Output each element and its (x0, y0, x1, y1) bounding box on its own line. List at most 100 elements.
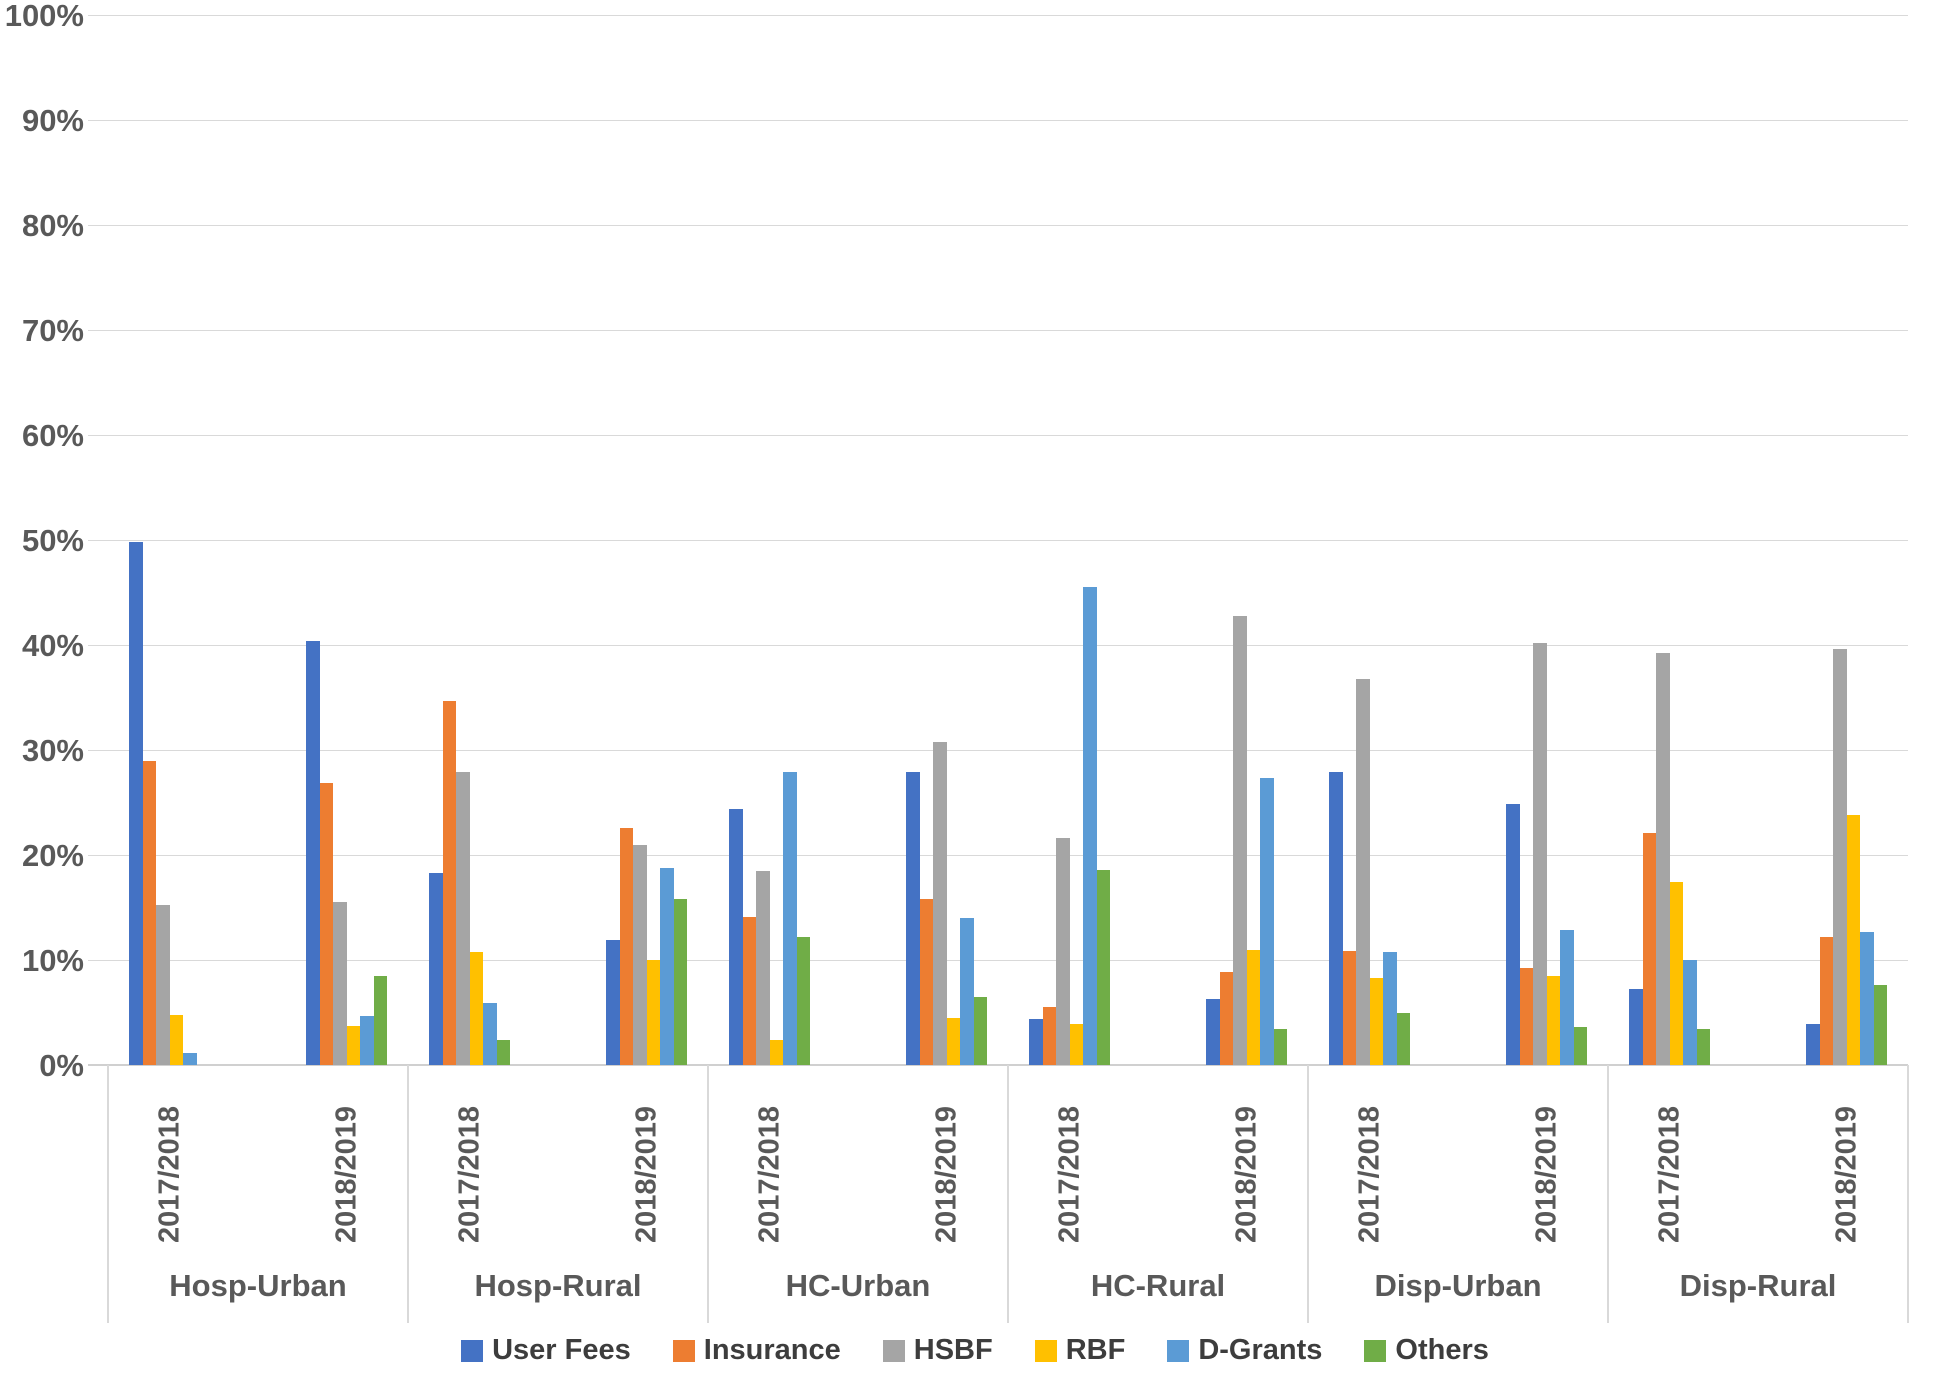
bar-HC-Urban-2017/2018-HSBF (756, 870, 770, 1065)
bar-Hosp-Urban-2017/2018-Insurance (142, 760, 156, 1065)
bar-HC-Urban-2017/2018-User Fees (729, 808, 743, 1065)
year-label: 2018/2019 (1530, 1105, 1562, 1244)
gridline (88, 120, 1908, 121)
gridline (88, 330, 1908, 331)
bar-HC-Rural-2017/2018-RBF (1069, 1024, 1083, 1065)
group-separator (1007, 1065, 1009, 1323)
y-tick-label: 0% (39, 1048, 84, 1083)
year-label: 2018/2019 (930, 1105, 962, 1244)
gridline (88, 645, 1908, 646)
bar-HC-Rural-2017/2018-D-Grants (1083, 587, 1097, 1065)
y-tick-label: 70% (21, 313, 84, 348)
bar-Hosp-Rural-2018/2019-Insurance (619, 827, 633, 1065)
gridline (88, 750, 1908, 751)
group-separator (107, 1065, 109, 1323)
legend-swatch-User Fees (461, 1339, 484, 1362)
x-axis-line (88, 1064, 1908, 1066)
bar-HC-Urban-2018/2019-User Fees (906, 772, 920, 1065)
bar-Hosp-Rural-2018/2019-HSBF (633, 844, 647, 1065)
bar-Disp-Rural-2018/2019-Others (1873, 985, 1887, 1065)
y-tick-label: 100% (4, 0, 84, 33)
bar-HC-Rural-2018/2019-Insurance (1219, 971, 1233, 1065)
bar-Hosp-Rural-2018/2019-RBF (646, 960, 660, 1065)
group-label: HC-Urban (785, 1268, 931, 1303)
group-label: Hosp-Rural (474, 1268, 642, 1303)
bar-HC-Urban-2018/2019-RBF (946, 1017, 960, 1065)
bar-Disp-Urban-2017/2018-HSBF (1356, 678, 1370, 1065)
legend-item-RBF: RBF (1034, 1334, 1126, 1367)
y-tick-label: 50% (21, 523, 84, 558)
bar-HC-Urban-2017/2018-Others (796, 936, 810, 1065)
bar-HC-Urban-2018/2019-HSBF (933, 741, 947, 1065)
bar-Disp-Urban-2017/2018-User Fees (1329, 772, 1343, 1065)
gridline (88, 435, 1908, 436)
bar-HC-Urban-2018/2019-D-Grants (960, 918, 974, 1065)
y-tick-label: 60% (21, 418, 84, 453)
gridline (88, 225, 1908, 226)
bar-HC-Rural-2017/2018-Insurance (1042, 1007, 1056, 1065)
legend-label: HSBF (913, 1334, 993, 1366)
bar-Disp-Urban-2018/2019-Others (1573, 1027, 1587, 1065)
bar-Hosp-Urban-2017/2018-D-Grants (183, 1053, 197, 1065)
year-label: 2017/2018 (153, 1105, 185, 1244)
bar-Disp-Urban-2017/2018-Others (1396, 1012, 1410, 1065)
legend-item-Others: Others (1364, 1334, 1489, 1367)
bar-Hosp-Urban-2018/2019-RBF (346, 1026, 360, 1065)
y-tick-label: 40% (21, 628, 84, 663)
group-separator (707, 1065, 709, 1323)
bar-Disp-Urban-2017/2018-Insurance (1342, 950, 1356, 1065)
legend-label: Insurance (703, 1334, 841, 1366)
year-label: 2018/2019 (330, 1105, 362, 1244)
bar-Disp-Rural-2017/2018-Insurance (1642, 832, 1656, 1065)
bar-Disp-Urban-2018/2019-D-Grants (1560, 929, 1574, 1065)
bar-Disp-Rural-2017/2018-HSBF (1656, 653, 1670, 1065)
year-label: 2017/2018 (453, 1105, 485, 1244)
group-label: Hosp-Urban (169, 1268, 347, 1303)
legend-swatch-HSBF (882, 1339, 905, 1362)
year-label: 2018/2019 (630, 1105, 662, 1244)
gridline (88, 960, 1908, 961)
bar-Disp-Urban-2017/2018-RBF (1369, 977, 1383, 1065)
group-separator (1607, 1065, 1609, 1323)
bar-Disp-Rural-2017/2018-RBF (1669, 882, 1683, 1065)
bar-HC-Rural-2018/2019-RBF (1246, 949, 1260, 1065)
bar-Hosp-Urban-2018/2019-User Fees (306, 640, 320, 1065)
bar-HC-Urban-2018/2019-Insurance (919, 899, 933, 1065)
bar-Hosp-Urban-2017/2018-User Fees (129, 542, 143, 1065)
y-tick-label: 80% (21, 208, 84, 243)
bar-Disp-Rural-2018/2019-D-Grants (1860, 931, 1874, 1065)
gridline (88, 540, 1908, 541)
legend-item-Insurance: Insurance (672, 1334, 841, 1367)
legend-swatch-RBF (1034, 1339, 1057, 1362)
bar-Disp-Urban-2018/2019-Insurance (1519, 968, 1533, 1065)
year-label: 2018/2019 (1230, 1105, 1262, 1244)
legend-item-D-Grants: D-Grants (1167, 1334, 1322, 1367)
legend-label: RBF (1065, 1334, 1126, 1366)
legend-swatch-Insurance (672, 1339, 695, 1362)
bar-HC-Rural-2017/2018-Others (1096, 869, 1110, 1065)
y-tick-label: 90% (21, 103, 84, 138)
bar-Hosp-Urban-2017/2018-HSBF (156, 905, 170, 1065)
bar-HC-Urban-2018/2019-Others (973, 996, 987, 1065)
bar-Disp-Rural-2018/2019-User Fees (1806, 1024, 1820, 1065)
bar-Disp-Rural-2017/2018-D-Grants (1683, 960, 1697, 1065)
year-label: 2017/2018 (1353, 1105, 1385, 1244)
bar-HC-Urban-2017/2018-Insurance (742, 916, 756, 1065)
bar-Hosp-Rural-2017/2018-User Fees (429, 872, 443, 1065)
legend-label: Others (1395, 1334, 1489, 1366)
legend-label: User Fees (492, 1334, 631, 1366)
year-label: 2018/2019 (1830, 1105, 1862, 1244)
bar-Disp-Rural-2017/2018-Others (1696, 1029, 1710, 1065)
bar-Hosp-Urban-2017/2018-RBF (169, 1014, 183, 1065)
y-tick-label: 30% (21, 733, 84, 768)
bar-HC-Urban-2017/2018-D-Grants (783, 772, 797, 1065)
bar-Disp-Rural-2018/2019-RBF (1846, 815, 1860, 1065)
year-label: 2017/2018 (753, 1105, 785, 1244)
bar-Disp-Urban-2017/2018-D-Grants (1383, 951, 1397, 1065)
bar-Hosp-Urban-2018/2019-Insurance (319, 782, 333, 1065)
group-label: Disp-Urban (1374, 1268, 1542, 1303)
group-separator (407, 1065, 409, 1323)
bar-Hosp-Rural-2017/2018-Others (496, 1039, 510, 1065)
legend: User Fees Insurance HSBF RBF D-Grants Others (0, 1334, 1950, 1367)
